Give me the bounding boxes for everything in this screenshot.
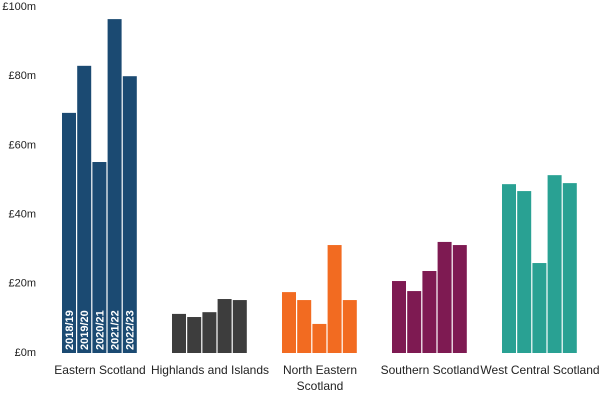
- series-label: 2018/19: [64, 310, 76, 350]
- bar: [217, 299, 232, 353]
- x-tick-label: Highlands and Islands: [150, 363, 270, 377]
- series-label: 2019/20: [79, 310, 91, 350]
- x-tick-label: Southern Scotland: [380, 363, 480, 377]
- y-tick-label: £40m: [8, 209, 36, 221]
- bar: [282, 292, 296, 353]
- y-tick-label: £100m: [2, 1, 36, 13]
- bar: [62, 112, 76, 353]
- bar: [562, 183, 577, 353]
- series-label: 2020/21: [94, 310, 106, 350]
- y-tick-label: £20m: [8, 278, 36, 290]
- bar: [437, 241, 452, 353]
- bar: [312, 323, 327, 353]
- bar: [547, 175, 562, 353]
- bar: [517, 191, 532, 353]
- bar: [77, 65, 92, 353]
- x-tick-label: Eastern Scotland: [54, 363, 146, 377]
- bar: [107, 19, 122, 354]
- y-tick-label: £80m: [8, 70, 36, 82]
- series-label: 2021/22: [110, 310, 122, 350]
- bar: [172, 313, 186, 353]
- bar: [327, 245, 342, 353]
- bar: [407, 291, 422, 353]
- bar: [187, 317, 202, 353]
- bar: [342, 300, 357, 353]
- series-label: 2022/23: [125, 310, 137, 350]
- bar: [422, 270, 437, 353]
- bar: [232, 300, 247, 353]
- y-tick-label: £60m: [8, 139, 36, 151]
- bar: [502, 184, 516, 353]
- bar: [122, 76, 137, 353]
- x-tick-label: West Central Scotland: [480, 363, 600, 377]
- bar: [297, 300, 312, 353]
- bar: [92, 162, 107, 353]
- bar: [532, 263, 547, 353]
- x-tick-label: North Eastern Scotland: [282, 363, 358, 393]
- y-tick-label: £0m: [15, 347, 36, 359]
- bar: [452, 245, 467, 353]
- bar: [202, 312, 217, 353]
- bar: [392, 281, 406, 353]
